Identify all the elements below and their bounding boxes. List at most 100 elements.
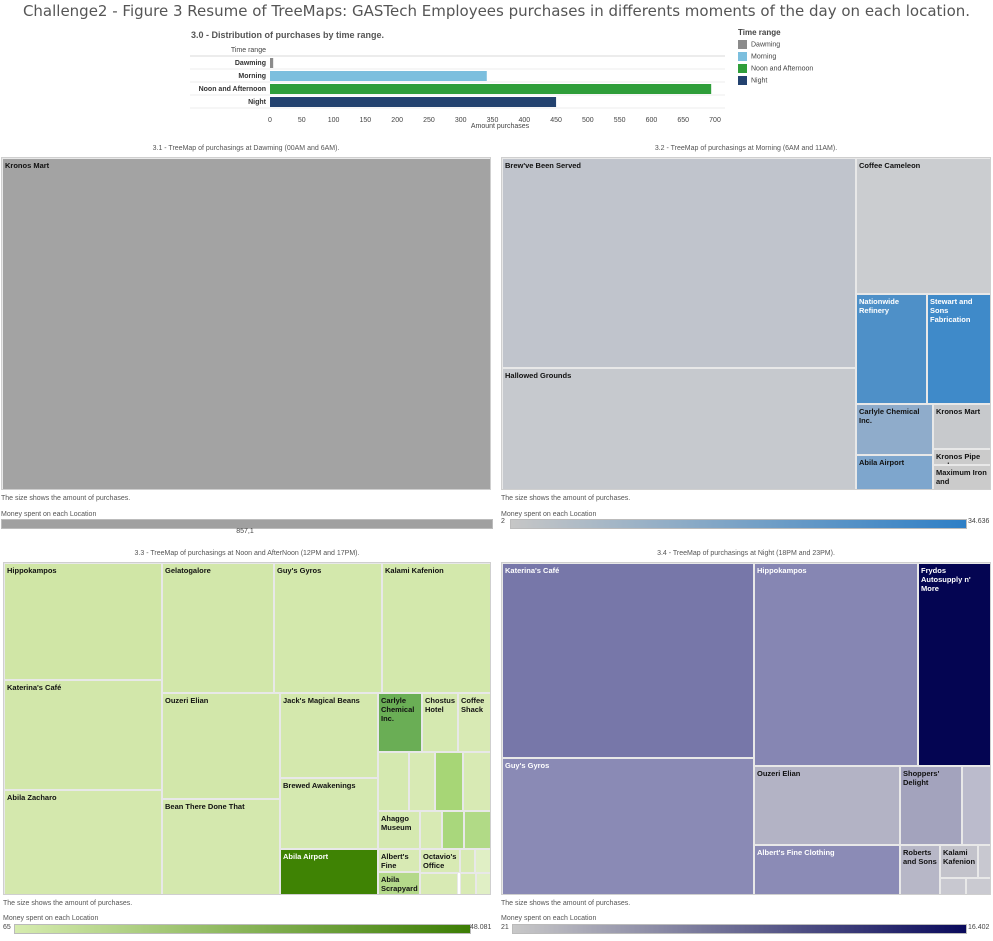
treemap-cell-unlabeled	[420, 811, 442, 849]
treemap-cell-label: Ouzeri Elian	[757, 769, 801, 778]
treemap-cell-label: Kronos Pipe and	[936, 452, 981, 464]
treemap-cell-unlabeled	[460, 873, 476, 894]
x-tick-label: 200	[391, 117, 403, 124]
treemap-dawming: Kronos Mart	[1, 157, 491, 490]
treemap-cell-unlabeled	[460, 849, 475, 873]
treemap-cell: Carlyle Chemical Inc.	[856, 404, 933, 455]
main-title: Challenge2 - Figure 3 Resume of TreeMaps…	[22, 2, 971, 20]
treemap-cell: Kalami Kafenion	[940, 845, 978, 878]
treemap-cell-unlabeled	[463, 752, 490, 811]
treemap-cell: Guy's Gyros	[274, 563, 382, 693]
treemap-noon-note: The size shows the amount of purchases.	[3, 900, 133, 907]
treemap-cell-label: Frydos Autosupply n' More	[921, 566, 971, 593]
treemap-cell-label: Brewed Awakenings	[283, 781, 356, 790]
treemap-dawming-title: 3.1 - TreeMap of purchasings at Dawming …	[152, 145, 340, 152]
time-range-legend: Time range Dawming Morning Noon and Aftern…	[738, 28, 813, 85]
legend-label: Morning	[751, 53, 777, 61]
treemap-cell-label: Coffee Cameleon	[859, 161, 921, 170]
treemap-morning-legend-title: Money spent on each Location	[501, 511, 597, 518]
treemap-cell-unlabeled	[978, 845, 990, 878]
legend-label: Noon and Afternoon	[751, 65, 814, 73]
treemap-night-title: 3.4 - TreeMap of purchasings at Night (1…	[657, 550, 835, 557]
bar-category-label: Dawming	[235, 60, 266, 67]
treemap-cell-unlabeled	[435, 752, 463, 811]
bar-chart-xlabel: Amount purchases	[470, 123, 530, 130]
treemap-cell-label: Hallowed Grounds	[505, 371, 572, 380]
treemap-cell-unlabeled	[378, 752, 409, 811]
treemap-cell-label: Hippokampos	[757, 566, 807, 575]
legend-item: Morning	[738, 52, 813, 61]
x-tick-label: 350	[487, 117, 499, 124]
treemap-dawming-color-scale	[1, 519, 493, 529]
treemap-cell-label: Nationwide Refinery	[859, 297, 900, 315]
treemap-cell-label: Abila Scrapyard	[381, 875, 418, 893]
treemap-cell-label: Ahaggo Museum	[381, 814, 412, 832]
treemap-cell: Hippokampos	[4, 563, 162, 680]
treemap-night-legend-min: 21	[501, 924, 509, 931]
bar-chart-header: Time range	[230, 47, 266, 54]
treemap-cell: Stewart and Sons Fabrication	[927, 294, 990, 404]
treemap-morning-legend-min: 2	[501, 518, 505, 525]
treemap-cell-unlabeled	[966, 878, 990, 894]
legend-swatch	[738, 52, 747, 61]
treemap-cell-label: Ouzeri Elian	[165, 696, 209, 705]
legend-label: Night	[751, 77, 768, 85]
treemap-cell: Ouzeri Elian	[162, 693, 280, 799]
treemap-noon-legend-title: Money spent on each Location	[3, 915, 99, 922]
treemap-cell-unlabeled	[475, 849, 490, 873]
legend-item: Night	[738, 76, 813, 85]
treemap-cell-label: Albert's Fine Clothing	[757, 848, 835, 857]
treemap-cell: Nationwide Refinery	[856, 294, 927, 404]
treemap-noon-title: 3.3 - TreeMap of purchasings at Noon and…	[134, 550, 360, 557]
treemap-cell-label: Kalami Kafenion	[385, 566, 444, 575]
x-tick-label: 550	[614, 117, 626, 124]
treemap-cell: Frydos Autosupply n' More	[918, 563, 990, 766]
treemap-cell-unlabeled	[420, 873, 458, 894]
treemap-cell-label: Abila Airport	[859, 458, 905, 467]
x-tick-label: 450	[550, 117, 562, 124]
treemap-cell: Kalami Kafenion	[382, 563, 490, 693]
treemap-cell: Kronos Mart	[2, 158, 490, 489]
treemap-cell: Abila Zacharo	[4, 790, 162, 894]
x-tick-label: 250	[423, 117, 435, 124]
bar-category-label: Night	[248, 99, 267, 106]
x-tick-label: 650	[677, 117, 689, 124]
treemap-noon-legend-min: 65	[3, 924, 11, 931]
treemap-cell-unlabeled	[464, 811, 490, 849]
x-tick-label: 700	[709, 117, 721, 124]
treemap-cell-label: Albert's Fine	[381, 852, 409, 870]
treemap-cell: Octavio's Office	[420, 849, 460, 873]
treemap-cell: Kronos Mart	[933, 404, 990, 449]
treemap-cell-label: Octavio's Office	[423, 852, 457, 870]
x-tick-label: 0	[268, 117, 272, 124]
treemap-cell-label: Jack's Magical Beans	[283, 696, 360, 705]
treemap-night-legend-title: Money spent on each Location	[501, 915, 597, 922]
treemap-cell-label: Katerina's Café	[505, 566, 560, 575]
treemap-cell-label: Stewart and Sons Fabrication	[930, 297, 973, 324]
treemap-noon-legend-max: 48.081	[470, 924, 492, 931]
treemap-cell: Chostus Hotel	[422, 693, 458, 752]
treemap-night-color-scale	[512, 924, 967, 934]
treemap-noon-color-scale	[14, 924, 471, 934]
treemap-cell: Ahaggo Museum	[378, 811, 420, 849]
treemap-cell: Shoppers' Delight	[900, 766, 962, 845]
treemap-morning: Brew've Been Served Hallowed Grounds Coffe…	[501, 157, 991, 490]
x-tick-label: 100	[328, 117, 340, 124]
treemap-cell-unlabeled	[476, 873, 490, 894]
treemap-cell-label: Kronos Mart	[936, 407, 981, 416]
treemap-cell-label: Kalami Kafenion	[943, 848, 976, 866]
treemap-cell: Ouzeri Elian	[754, 766, 900, 845]
bar-category-label: Morning	[238, 73, 266, 80]
bar-chart: Dawming Morning Noon and Afternoon Night 0 50…	[190, 55, 725, 124]
legend-item: Dawming	[738, 40, 813, 49]
bar-chart-title: 3.0 - Distribution of purchases by time …	[191, 30, 385, 40]
legend-title: Time range	[738, 28, 781, 37]
treemap-cell-label: Brew've Been Served	[505, 161, 581, 170]
treemap-dawming-legend-value: 857,1	[236, 528, 254, 535]
treemap-cell: Jack's Magical Beans	[280, 693, 378, 778]
treemap-cell-label: Abila Airport	[283, 852, 329, 861]
x-tick-label: 500	[582, 117, 594, 124]
x-tick-label: 400	[518, 117, 530, 124]
treemap-cell: Abila Airport	[856, 455, 933, 489]
legend-label: Dawming	[751, 41, 781, 49]
